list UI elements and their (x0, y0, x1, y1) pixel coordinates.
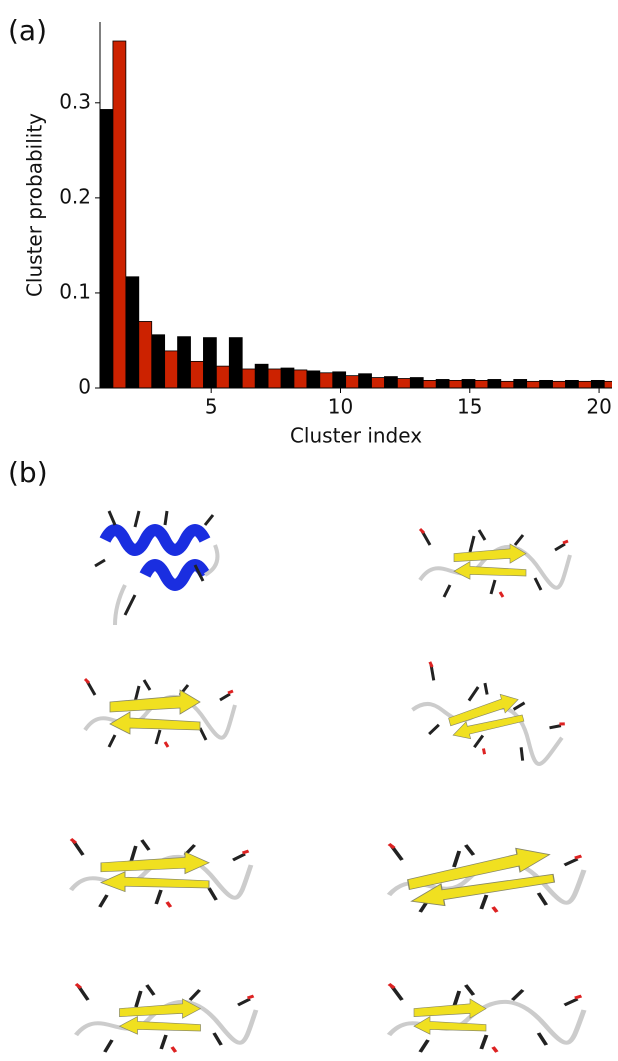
bar (306, 370, 321, 389)
coil (404, 659, 573, 780)
bar (358, 373, 372, 389)
x-tick-label: 10 (328, 395, 353, 419)
sheet (100, 851, 210, 893)
bars (100, 40, 612, 389)
bar (422, 379, 437, 389)
x-tick-label: 5 (205, 395, 218, 419)
bar (371, 377, 385, 389)
x-tick-label: 15 (457, 395, 482, 419)
bar (396, 378, 411, 389)
bar (228, 337, 243, 389)
bar (539, 379, 553, 389)
structure-4 (404, 659, 573, 780)
bar (254, 363, 269, 389)
structure-2 (418, 527, 572, 599)
bar (100, 109, 114, 389)
coil (76, 984, 256, 1052)
bar (409, 377, 424, 389)
bar (603, 380, 612, 389)
bar (487, 379, 502, 389)
bar (577, 380, 592, 389)
bar (164, 350, 178, 389)
bar (384, 376, 398, 389)
panel-label: (a) (8, 14, 47, 47)
bar (474, 379, 489, 389)
bar (215, 365, 230, 389)
sheet (413, 998, 487, 1035)
bar (565, 379, 579, 389)
bar (138, 321, 153, 389)
sheet (109, 689, 201, 735)
coil (389, 984, 584, 1052)
coil (71, 839, 251, 907)
bar (241, 368, 256, 389)
bar (112, 40, 127, 389)
bar (552, 380, 566, 389)
bar (435, 379, 450, 389)
bar (177, 336, 191, 389)
coil (418, 527, 572, 599)
sheet (445, 689, 526, 744)
coil (83, 677, 237, 749)
y-axis-label: Cluster probability (23, 113, 47, 297)
bar (461, 379, 476, 389)
structure-3 (83, 677, 237, 749)
sheet (119, 998, 201, 1035)
y-tick-label: 0.3 (59, 89, 91, 113)
sheet (404, 842, 556, 912)
structure-5 (71, 839, 251, 907)
bar (190, 360, 204, 389)
structure-6 (389, 843, 584, 912)
bar (500, 380, 515, 389)
bar (526, 380, 540, 389)
sheet (453, 543, 527, 580)
structure-1 (94, 510, 220, 626)
bar (280, 367, 295, 389)
bar (267, 368, 282, 389)
y-tick-label: 0.2 (59, 184, 91, 208)
bar (332, 371, 347, 389)
bar (151, 334, 166, 389)
y-tick-label: 0.1 (59, 279, 91, 303)
bar (203, 337, 217, 389)
bar (345, 375, 359, 389)
bar (319, 372, 334, 389)
bar (125, 276, 140, 389)
bar (590, 379, 605, 389)
panel-label: (b) (8, 456, 48, 489)
x-axis-label: Cluster index (290, 424, 422, 448)
bar (513, 379, 528, 389)
bar (448, 379, 463, 389)
structure-8 (389, 984, 584, 1052)
x-tick-label: 20 (586, 395, 611, 419)
y-tick-label: 0 (78, 375, 91, 399)
structure-7 (76, 984, 256, 1052)
bar (293, 369, 308, 389)
